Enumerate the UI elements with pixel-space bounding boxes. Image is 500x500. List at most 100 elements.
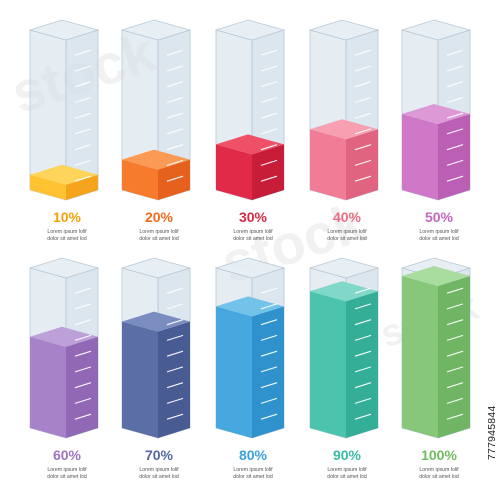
scale-tick bbox=[166, 112, 184, 119]
scale-tick bbox=[74, 382, 92, 389]
caption-line-1: Lorem ipsum lolif bbox=[233, 467, 273, 473]
scale-tick bbox=[446, 303, 464, 310]
scale-tick bbox=[260, 81, 278, 88]
glass-top bbox=[28, 257, 100, 279]
scale-tick bbox=[166, 382, 184, 389]
scale-tick bbox=[74, 413, 92, 420]
caption-line-2: dolor sit amet lod bbox=[419, 236, 459, 242]
percent-label: 60% bbox=[53, 447, 82, 463]
scale-tick bbox=[74, 175, 92, 182]
scale-tick bbox=[260, 159, 278, 166]
scale-tick bbox=[446, 159, 464, 166]
caption-line-1: Lorem ipsum lolif bbox=[139, 467, 179, 473]
fill-top bbox=[310, 119, 378, 140]
scale-tick bbox=[354, 49, 372, 56]
scale-tick bbox=[166, 413, 184, 420]
fill-top bbox=[402, 266, 470, 286]
caption-line-1: Lorem ipsum lolif bbox=[47, 467, 87, 473]
scale-tick bbox=[446, 350, 464, 357]
scale-tick bbox=[74, 366, 92, 373]
scale-tick bbox=[166, 287, 184, 294]
scale-tick bbox=[166, 397, 184, 404]
percent-label: 20% bbox=[145, 209, 174, 225]
scale-tick bbox=[354, 413, 372, 420]
scale-tick bbox=[166, 303, 184, 310]
scale-tick bbox=[166, 81, 184, 88]
scale-tick bbox=[74, 303, 92, 310]
percent-label: 40% bbox=[333, 209, 362, 225]
fill-front bbox=[30, 174, 66, 200]
scale-tick bbox=[74, 144, 92, 151]
scale-tick bbox=[166, 128, 184, 135]
glass-top bbox=[120, 19, 192, 41]
percent-label: 80% bbox=[239, 447, 268, 463]
scale-tick bbox=[354, 319, 372, 326]
scale-tick bbox=[166, 175, 184, 182]
fill-top bbox=[30, 326, 98, 347]
fill-front bbox=[402, 276, 438, 438]
scale-tick bbox=[74, 319, 92, 326]
scale-tick bbox=[74, 159, 92, 166]
scale-tick bbox=[446, 334, 464, 341]
caption-line-2: dolor sit amet lod bbox=[47, 474, 87, 480]
fill-side bbox=[158, 159, 190, 200]
scale-tick bbox=[446, 128, 464, 135]
scale-tick bbox=[260, 175, 278, 182]
scale-tick bbox=[446, 397, 464, 404]
fill-side bbox=[346, 291, 378, 438]
scale-tick bbox=[354, 112, 372, 119]
scale-tick bbox=[354, 96, 372, 104]
scale-tick bbox=[166, 65, 184, 72]
scale-tick bbox=[166, 144, 184, 151]
scale-tick bbox=[260, 319, 278, 326]
scale-tick bbox=[74, 112, 92, 119]
fill-top bbox=[122, 311, 190, 332]
caption-line-1: Lorem ipsum lolif bbox=[139, 229, 179, 235]
scale-tick bbox=[446, 319, 464, 326]
scale-tick bbox=[354, 303, 372, 310]
scale-tick bbox=[260, 303, 278, 310]
scale-tick bbox=[74, 350, 92, 357]
fill-side bbox=[252, 306, 284, 438]
scale-tick bbox=[166, 366, 184, 373]
percent-label: 30% bbox=[239, 209, 268, 225]
scale-tick bbox=[260, 350, 278, 357]
glass-top bbox=[214, 19, 286, 41]
scale-tick bbox=[166, 319, 184, 326]
scale-tick bbox=[446, 366, 464, 373]
fill-front bbox=[310, 291, 346, 438]
scale-tick bbox=[166, 96, 184, 104]
fill-front bbox=[30, 336, 66, 438]
caption-line-1: Lorem ipsum lolif bbox=[419, 467, 459, 473]
scale-tick bbox=[354, 397, 372, 404]
fill-front bbox=[216, 144, 252, 200]
fill-top bbox=[310, 281, 378, 302]
scale-tick bbox=[446, 65, 464, 72]
caption-line-2: dolor sit amet lod bbox=[327, 236, 367, 242]
caption-line-1: Lorem ipsum lolif bbox=[327, 467, 367, 473]
scale-tick bbox=[74, 334, 92, 341]
scale-tick bbox=[446, 175, 464, 182]
scale-tick bbox=[260, 144, 278, 151]
glass-top bbox=[400, 19, 472, 41]
fill-side bbox=[438, 114, 470, 200]
scale-tick bbox=[260, 366, 278, 373]
scale-tick bbox=[74, 65, 92, 72]
scale-tick bbox=[260, 96, 278, 104]
caption-line-2: dolor sit amet lod bbox=[139, 236, 179, 242]
scale-tick bbox=[354, 334, 372, 341]
scale-tick bbox=[260, 112, 278, 119]
scale-tick bbox=[354, 65, 372, 72]
scale-tick bbox=[354, 128, 372, 135]
fill-front bbox=[310, 129, 346, 200]
caption-line-2: dolor sit amet lod bbox=[419, 474, 459, 480]
scale-tick bbox=[74, 96, 92, 104]
fill-front bbox=[122, 321, 158, 438]
scale-tick bbox=[166, 159, 184, 166]
stock-image-id: 777945844 bbox=[486, 405, 498, 460]
